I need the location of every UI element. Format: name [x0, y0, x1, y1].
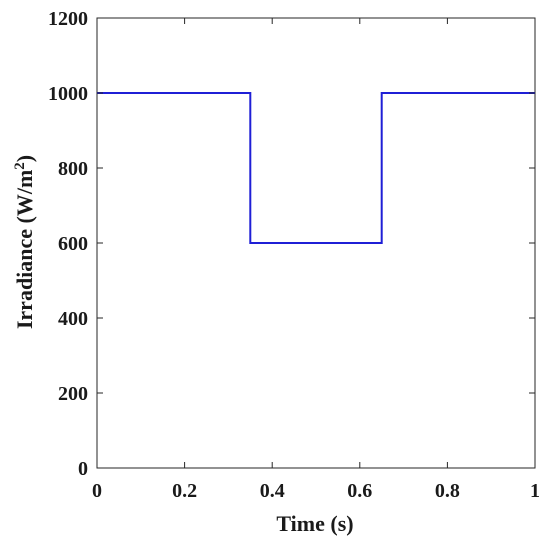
x-tick-label: 1: [530, 480, 540, 502]
y-axis-label-superscript: 2: [12, 162, 28, 170]
y-tick-label: 1000: [48, 83, 88, 105]
series-group: [97, 92, 535, 244]
y-tick-label: 600: [58, 233, 88, 255]
y-axis-ticks: 0 200 400 600 800 1000 1200: [48, 8, 535, 480]
x-tick-label: 0.2: [172, 480, 197, 502]
y-tick-label: 200: [58, 383, 88, 405]
x-tick-label: 0: [92, 480, 102, 502]
x-axis-label: Time (s): [276, 511, 353, 536]
x-tick-label: 0.6: [347, 480, 372, 502]
y-axis-label-base: Irradiance (W/m: [12, 170, 37, 329]
y-axis-label: Irradiance (W/m2): [12, 155, 37, 329]
x-axis-ticks: 0 0.2 0.4 0.6 0.8 1: [92, 18, 540, 502]
irradiance-series-line: [97, 92, 535, 244]
y-tick-label: 800: [58, 158, 88, 180]
x-tick-label: 0.8: [435, 480, 460, 502]
x-tick-label: 0.4: [260, 480, 285, 502]
y-tick-label: 1200: [48, 8, 88, 30]
y-axis-label-close: ): [12, 155, 37, 162]
y-tick-label: 0: [78, 458, 88, 480]
y-tick-label: 400: [58, 308, 88, 330]
